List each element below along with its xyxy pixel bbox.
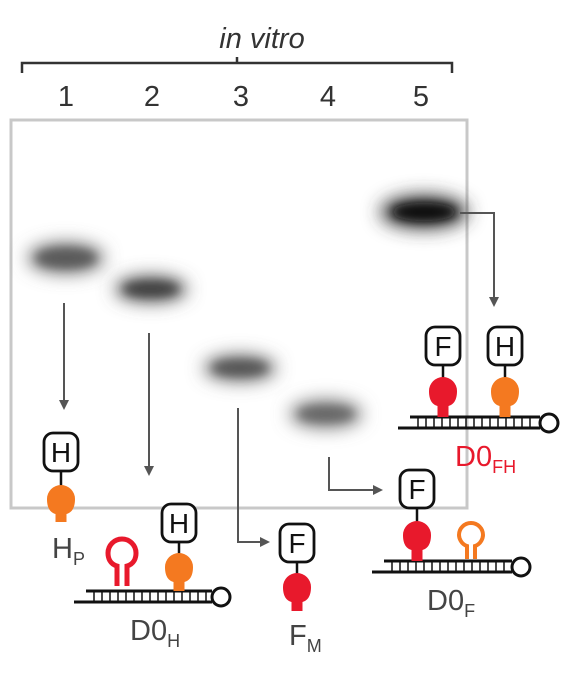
band-lane-1 xyxy=(28,243,104,273)
lane-number: 1 xyxy=(58,81,74,113)
orange-probe-icon xyxy=(165,553,193,591)
band-lane-2 xyxy=(115,276,187,302)
gel-bands xyxy=(28,195,468,428)
hairpin-loop xyxy=(510,556,532,578)
lane-number: 3 xyxy=(233,81,249,113)
hairpin-loop xyxy=(538,412,560,434)
hairpin-loop xyxy=(210,586,232,608)
tag-letter: F xyxy=(434,331,451,362)
red-probe-icon xyxy=(403,521,431,561)
species-label: D0F xyxy=(427,585,475,621)
tag-letter: H xyxy=(169,508,189,539)
duplex-rungs xyxy=(391,561,505,572)
species-hp: H HP xyxy=(42,431,85,569)
condition-label: in vitro xyxy=(219,23,304,55)
species-fm: F FM xyxy=(278,522,322,656)
tag-letter: F xyxy=(408,474,425,505)
arrows xyxy=(59,212,499,547)
orange-probe-icon xyxy=(47,485,75,522)
lane-bracket xyxy=(20,57,454,73)
arrow-lane-3 xyxy=(237,408,270,547)
species-label: D0FH xyxy=(455,441,516,477)
orange-hairpin-icon xyxy=(456,521,486,559)
duplex-rungs xyxy=(93,591,207,602)
tag-letter: H xyxy=(51,437,71,468)
tag-letter: F xyxy=(288,528,305,559)
red-probe-icon xyxy=(429,377,457,417)
band-lane-5 xyxy=(380,195,468,229)
species-label: D0H xyxy=(130,615,180,651)
species-d0f: F D0F xyxy=(372,468,532,621)
orange-probe-icon xyxy=(491,377,519,417)
red-probe-icon xyxy=(283,573,311,611)
red-hairpin-icon xyxy=(105,536,139,586)
band-lane-4 xyxy=(290,400,362,428)
tag-letter: H xyxy=(495,331,515,362)
species-d0h: H D0H xyxy=(74,502,232,651)
arrow-lane-5 xyxy=(460,212,499,307)
species-label: HP xyxy=(52,533,85,569)
lane-numbers: 1 2 3 4 5 xyxy=(58,81,429,113)
duplex-rungs xyxy=(417,417,531,428)
lane-number: 4 xyxy=(320,81,336,113)
arrow-lane-4 xyxy=(328,457,383,495)
lane-number: 2 xyxy=(144,81,160,113)
lane-number: 5 xyxy=(413,81,429,113)
species-label: FM xyxy=(289,620,322,656)
band-lane-3 xyxy=(204,355,276,381)
species-d0fh: F H D0FH xyxy=(398,325,560,477)
